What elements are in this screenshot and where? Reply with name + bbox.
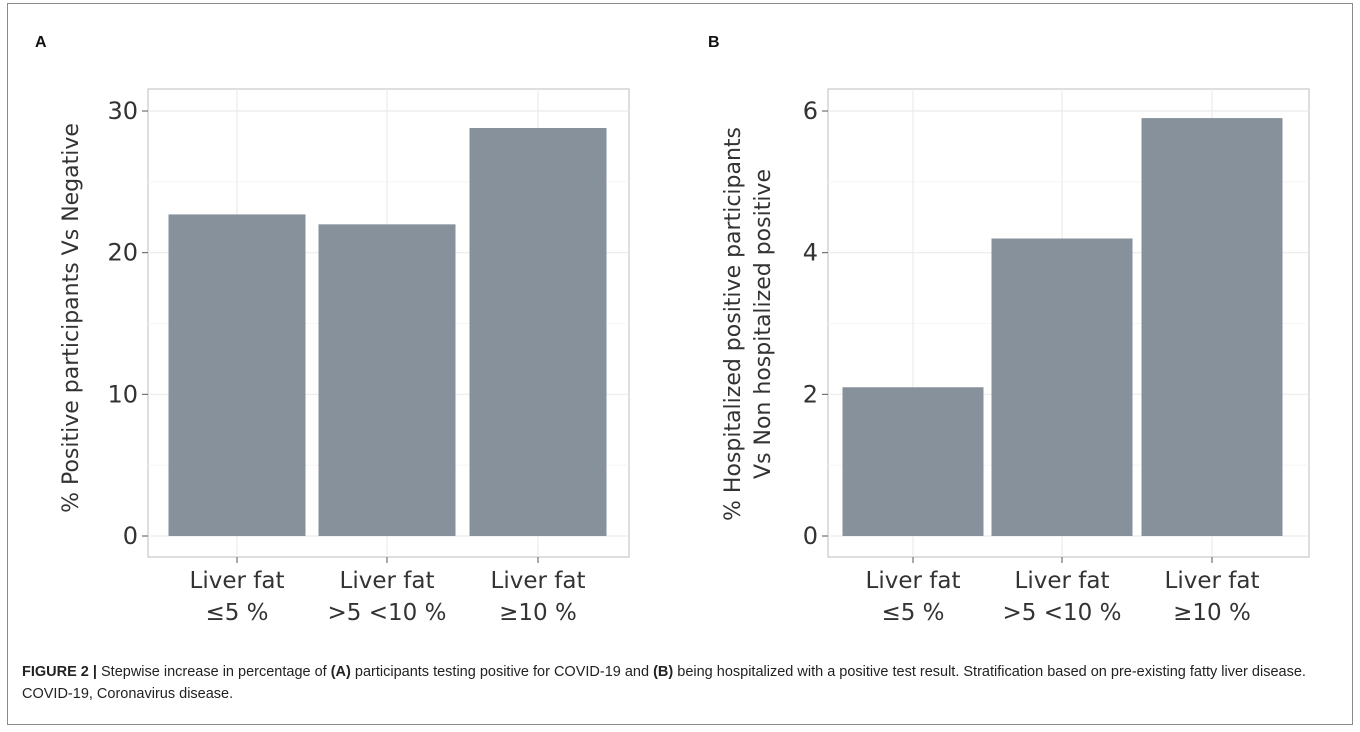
caption-ref-b: (B) xyxy=(653,664,674,680)
x-tick-label: Liver fat ≥10 % xyxy=(1165,568,1260,626)
caption-ref-a: (A) xyxy=(330,664,351,680)
x-tick-label: Liver fat ≤5 % xyxy=(190,568,285,626)
figure-frame xyxy=(7,3,1353,725)
caption-figure-label: FIGURE 2 | xyxy=(22,664,97,680)
y-axis-label: % Positive participants Vs Negative xyxy=(59,123,84,513)
x-tick-label: Liver fat ≥10 % xyxy=(491,568,586,626)
y-axis-label: % Hospitalized positive participants Vs N… xyxy=(721,127,776,521)
x-tick-label: Liver fat ≤5 % xyxy=(866,568,961,626)
bar xyxy=(842,387,984,536)
y-tick-label: 0 xyxy=(123,522,138,550)
figure-caption: FIGURE 2 | Stepwise increase in percenta… xyxy=(22,661,1338,705)
panel-b-label: B xyxy=(708,34,720,51)
y-tick-label: 30 xyxy=(107,97,138,125)
caption-text-1: Stepwise increase in percentage of xyxy=(96,664,331,680)
chart-panel-a: 0 10 20 30 Liver fat ≤5 % Liver fat >5 <10 % Liv… xyxy=(59,88,630,626)
bar xyxy=(318,224,456,537)
y-tick-label: 4 xyxy=(803,239,818,267)
bar xyxy=(1141,118,1283,536)
bar xyxy=(991,238,1133,536)
y-tick-label: 10 xyxy=(107,380,138,408)
caption-text-3: being hospitalized with a positive test … xyxy=(22,664,1306,702)
panel-a-label: A xyxy=(35,34,47,51)
y-tick-label: 0 xyxy=(803,522,818,550)
x-tick-label: Liver fat >5 <10 % xyxy=(328,568,447,626)
bar xyxy=(469,128,607,536)
y-tick-label: 20 xyxy=(107,239,138,267)
bar xyxy=(168,214,306,536)
x-tick-label: Liver fat >5 <10 % xyxy=(1003,568,1122,626)
caption-text-2: participants testing positive for COVID-… xyxy=(350,664,654,680)
chart-panel-b: 0 2 4 6 Liver fat ≤5 % Liver fat >5 <10 % Liver … xyxy=(721,88,1310,626)
y-tick-label: 6 xyxy=(803,97,818,125)
y-tick-label: 2 xyxy=(803,380,818,408)
